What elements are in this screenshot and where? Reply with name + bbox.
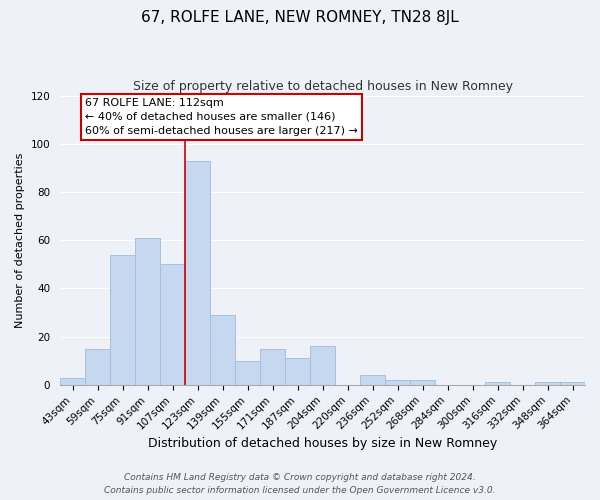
Bar xyxy=(310,346,335,385)
Title: Size of property relative to detached houses in New Romney: Size of property relative to detached ho… xyxy=(133,80,512,93)
Bar xyxy=(60,378,85,385)
Bar xyxy=(85,348,110,385)
Bar xyxy=(135,238,160,385)
Text: 67, ROLFE LANE, NEW ROMNEY, TN28 8JL: 67, ROLFE LANE, NEW ROMNEY, TN28 8JL xyxy=(141,10,459,25)
Bar xyxy=(160,264,185,385)
X-axis label: Distribution of detached houses by size in New Romney: Distribution of detached houses by size … xyxy=(148,437,497,450)
Bar xyxy=(485,382,510,385)
Bar xyxy=(560,382,585,385)
Bar xyxy=(385,380,410,385)
Bar xyxy=(185,160,210,385)
Y-axis label: Number of detached properties: Number of detached properties xyxy=(15,152,25,328)
Bar xyxy=(285,358,310,385)
Bar xyxy=(235,361,260,385)
Text: 67 ROLFE LANE: 112sqm
← 40% of detached houses are smaller (146)
60% of semi-det: 67 ROLFE LANE: 112sqm ← 40% of detached … xyxy=(85,98,358,136)
Bar xyxy=(410,380,435,385)
Bar xyxy=(110,254,135,385)
Text: Contains HM Land Registry data © Crown copyright and database right 2024.
Contai: Contains HM Land Registry data © Crown c… xyxy=(104,474,496,495)
Bar xyxy=(360,375,385,385)
Bar xyxy=(535,382,560,385)
Bar xyxy=(260,348,285,385)
Bar xyxy=(210,315,235,385)
